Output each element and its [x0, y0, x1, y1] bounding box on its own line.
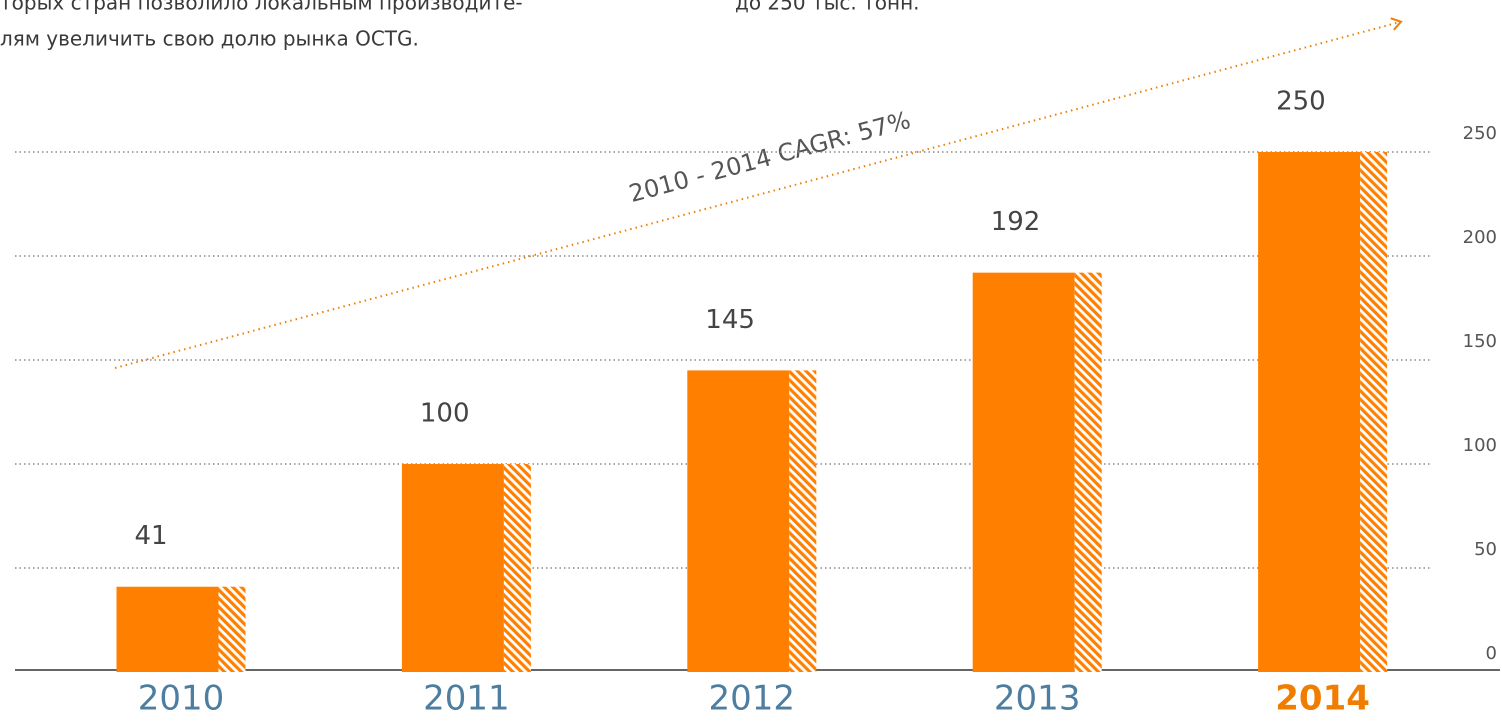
bar [401, 464, 504, 672]
value-label: 192 [991, 207, 1041, 237]
y-tick-label: 250 [1463, 123, 1497, 144]
bar-hatch [503, 464, 531, 672]
body-text: лям увеличить свою долю рынка OCTG. [0, 27, 419, 51]
bar-hatch [789, 370, 817, 672]
value-label: 250 [1276, 87, 1326, 117]
y-tick-label: 50 [1474, 539, 1497, 560]
value-label: 41 [135, 521, 168, 551]
bar [116, 586, 219, 672]
value-label: 100 [420, 399, 470, 429]
value-label: 145 [705, 305, 755, 335]
x-tick-label: 2011 [423, 679, 510, 719]
body-text: торых стран позволило локальным производ… [0, 0, 523, 15]
body-text: до 250 тыс. тонн. [735, 0, 920, 15]
x-tick-label: 2010 [138, 679, 225, 719]
bar [1258, 152, 1361, 672]
x-tick-label: 2014 [1275, 679, 1370, 719]
annotation: 2010 - 2014 CAGR: 57% [626, 106, 913, 208]
bar-hatch [218, 586, 246, 672]
y-tick-label: 150 [1463, 331, 1497, 352]
bar [972, 272, 1075, 672]
y-tick-label: 200 [1463, 227, 1497, 248]
bar-hatch [1074, 272, 1102, 672]
x-tick-label: 2012 [709, 679, 796, 719]
y-tick-label: 100 [1463, 435, 1497, 456]
trend-arrow [114, 17, 1403, 369]
y-tick-label: 0 [1486, 643, 1497, 664]
bar-hatch [1360, 152, 1388, 672]
x-tick-label: 2013 [994, 679, 1081, 719]
bar [687, 370, 790, 672]
